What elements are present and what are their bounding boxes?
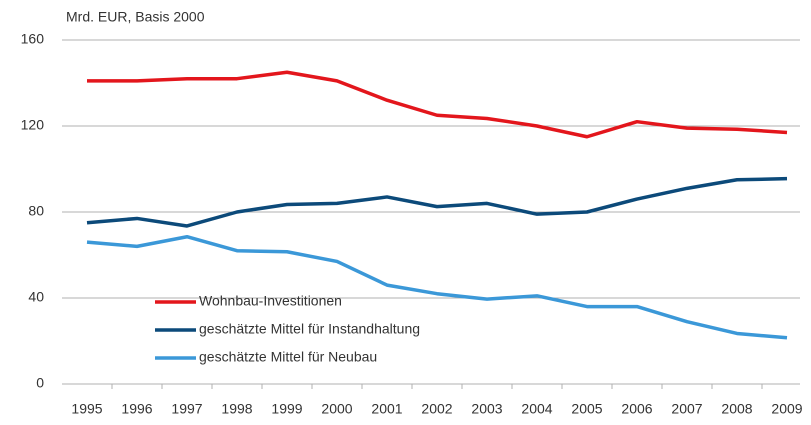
x-tick-label: 2006	[621, 401, 652, 417]
x-tick-label: 2007	[671, 401, 702, 417]
y-tick-label: 0	[36, 375, 44, 391]
x-tick-label: 2004	[521, 401, 552, 417]
x-tick-label: 2000	[321, 401, 352, 417]
series-line	[86, 234, 788, 340]
x-tick-label: 2009	[771, 401, 802, 417]
x-tick-label: 2008	[721, 401, 752, 417]
legend-label: geschätzte Mittel für Neubau	[199, 349, 377, 365]
series-line	[86, 176, 788, 228]
x-tick-label: 2002	[421, 401, 452, 417]
x-tick-label: 1997	[171, 401, 202, 417]
y-tick-label: 80	[28, 203, 44, 219]
y-tick-label: 160	[21, 31, 45, 47]
x-tick-label: 1998	[221, 401, 252, 417]
x-tick-label: 1995	[71, 401, 102, 417]
series-line	[87, 70, 788, 139]
x-tick-label: 2003	[471, 401, 502, 417]
x-tick-label: 2001	[371, 401, 402, 417]
x-tick-label: 2005	[571, 401, 602, 417]
chart-subtitle: Mrd. EUR, Basis 2000	[66, 9, 205, 25]
legend-label: Wohnbau-Investitionen	[199, 293, 342, 309]
x-tick-label: 1999	[271, 401, 302, 417]
y-tick-label: 120	[21, 117, 45, 133]
x-tick-label: 1996	[121, 401, 152, 417]
y-tick-label: 40	[28, 289, 44, 305]
legend-label: geschätzte Mittel für Instandhaltung	[199, 321, 420, 337]
